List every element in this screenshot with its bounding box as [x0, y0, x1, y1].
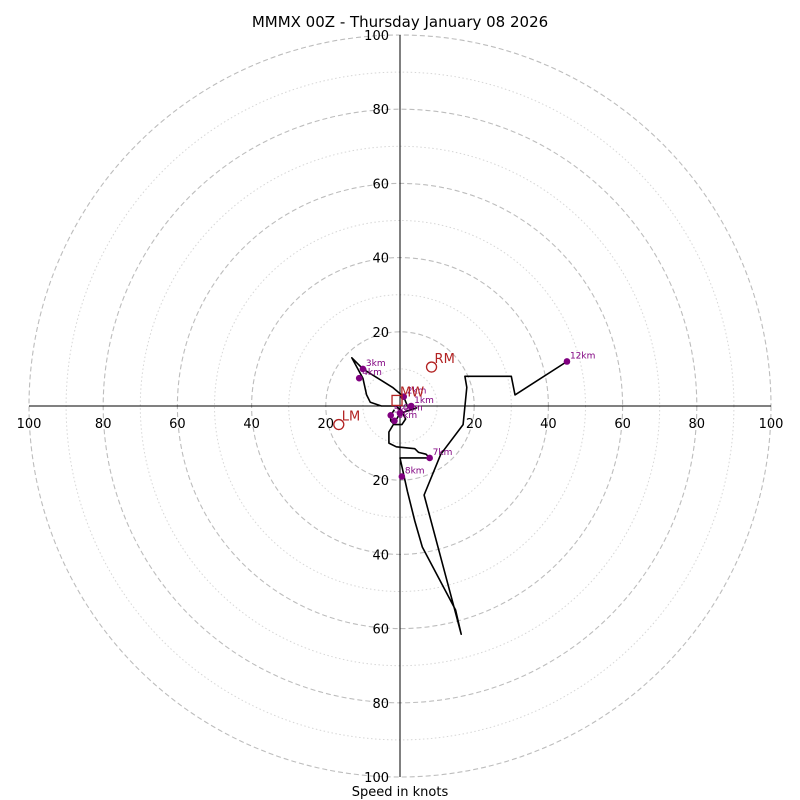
tick-bottom-100: 100: [364, 771, 389, 786]
hodograph-trace: [350, 356, 568, 636]
tick-top-20: 20: [372, 326, 389, 341]
tick-right-60: 60: [614, 417, 631, 432]
tick-left-60: 60: [169, 417, 186, 432]
tick-top-100: 100: [364, 29, 389, 44]
tick-right-40: 40: [540, 417, 557, 432]
height-label-2km: 2km: [407, 387, 427, 397]
height-point-4km: [355, 374, 363, 382]
tick-right-100: 100: [759, 417, 784, 432]
tick-top-80: 80: [372, 103, 389, 118]
storm-motion-lm-marker: [333, 418, 345, 431]
storm-motion-mw-marker: [391, 394, 403, 407]
height-point-12km: [563, 358, 571, 365]
height-markers: 0km1km2km3km4km5km6km7km8km12km: [355, 351, 595, 480]
height-label-6km: 6km: [397, 411, 417, 421]
height-label-1km: 1km: [414, 396, 434, 406]
storm-motion-markers: RM MW LM: [333, 352, 455, 431]
tick-top-40: 40: [372, 252, 389, 267]
height-point-8km: [398, 473, 406, 480]
tick-labels: 100 80 60 40 20 20 40 60 80 100 20 40 60 80 100 20 40 60 8…: [17, 29, 784, 786]
tick-top-60: 60: [372, 177, 389, 192]
tick-bottom-60: 60: [372, 623, 389, 638]
height-point-6km: [391, 417, 398, 425]
tick-left-20: 20: [318, 417, 335, 432]
storm-motion-lm-label: LM: [342, 410, 360, 425]
tick-left-80: 80: [95, 417, 112, 432]
height-label-5km: 5km: [394, 405, 414, 415]
storm-motion-rm-label: RM: [435, 352, 455, 367]
tick-bottom-20: 20: [372, 474, 389, 489]
tick-right-80: 80: [689, 417, 706, 432]
height-label-3km: 3km: [366, 359, 386, 369]
storm-motion-mw-label: MW: [400, 385, 424, 400]
height-point-3km: [359, 365, 367, 373]
hodograph-line: [350, 356, 568, 636]
height-label-7km: 7km: [433, 448, 453, 458]
tick-right-20: 20: [466, 417, 483, 432]
height-point-7km: [426, 454, 433, 462]
height-label-12km: 12km: [570, 351, 595, 361]
height-point-5km: [387, 411, 395, 419]
tick-bottom-80: 80: [372, 697, 389, 712]
height-point-1km: [407, 402, 415, 410]
tick-bottom-40: 40: [372, 548, 389, 563]
height-label-4km: 4km: [362, 368, 382, 378]
tick-left-100: 100: [17, 417, 42, 432]
height-point-0km: [396, 410, 404, 417]
storm-motion-rm-marker: [425, 361, 438, 373]
height-label-8km: 8km: [405, 466, 425, 476]
tick-left-40: 40: [243, 417, 260, 432]
x-axis-label: Speed in knots: [352, 785, 449, 800]
chart-title: MMMX 00Z - Thursday January 08 2026: [252, 13, 548, 31]
